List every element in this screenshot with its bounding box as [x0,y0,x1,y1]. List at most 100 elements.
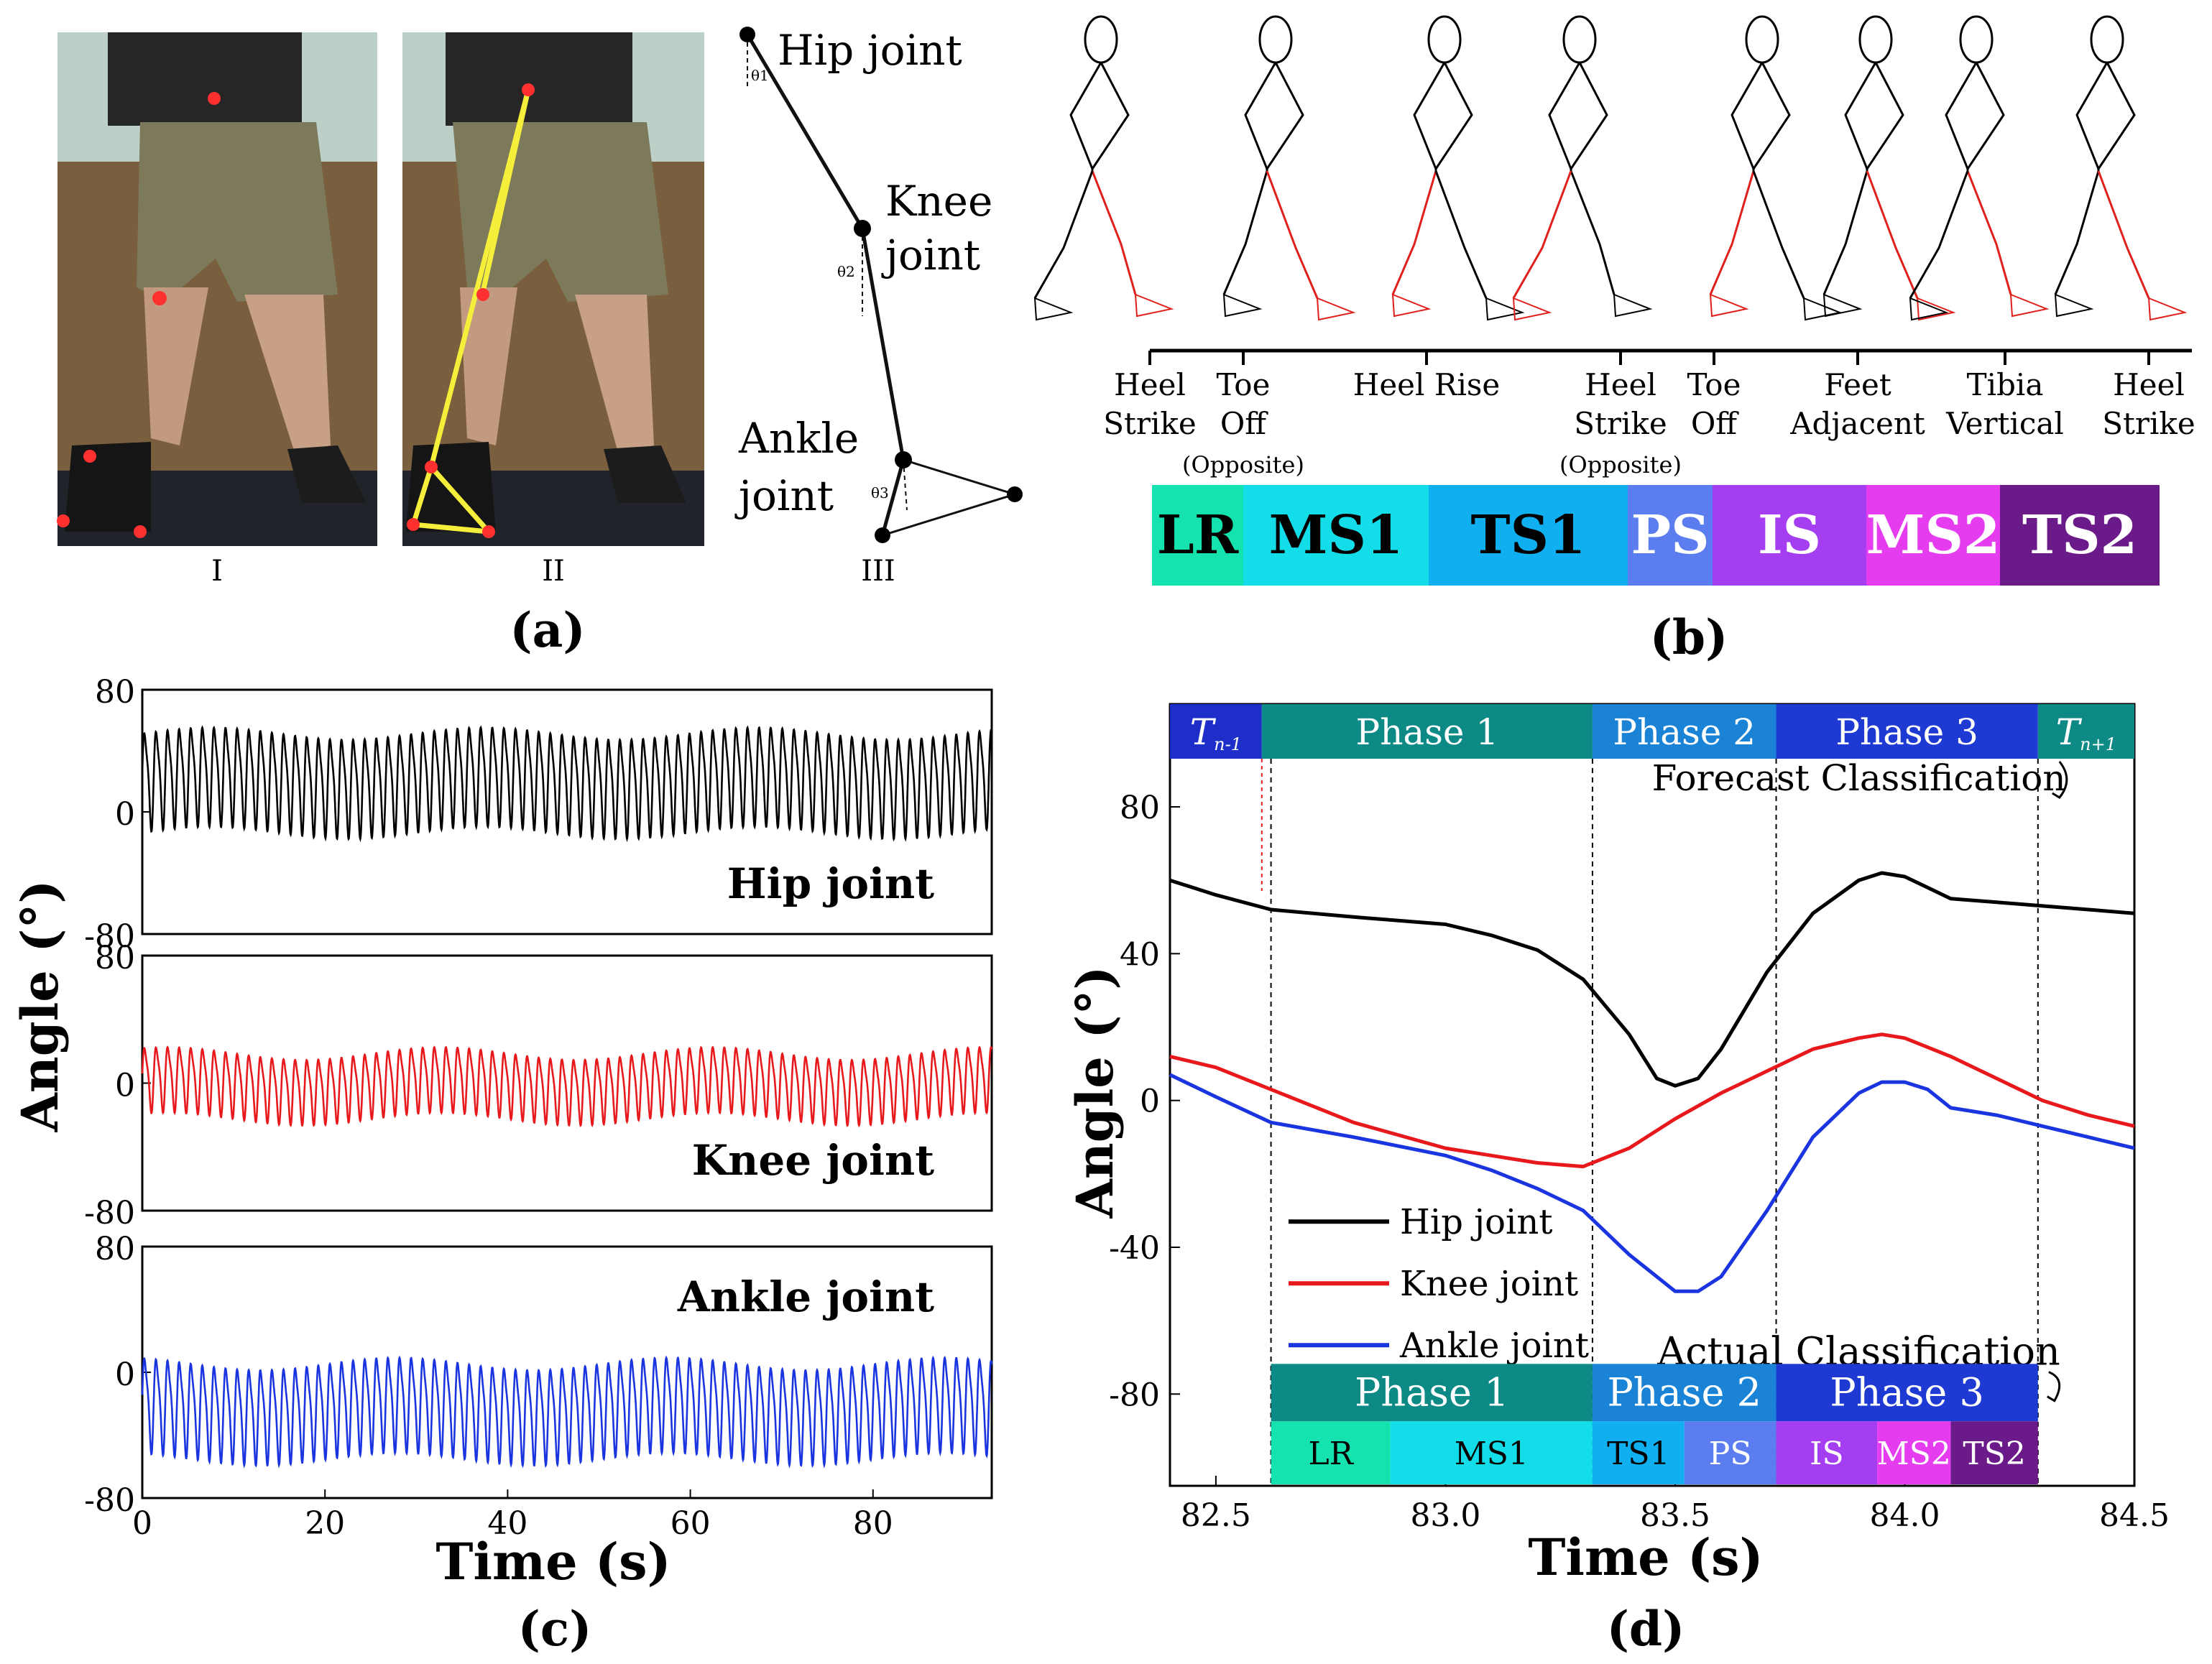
phase-label: MS2 [1866,504,2001,566]
x-tick-label: 83.5 [1640,1497,1710,1534]
y-tick-label: -80 [1109,1377,1160,1413]
ankle-label-line2: joint [734,471,834,520]
forecast-segment [1170,704,1262,759]
toe-marker [1007,486,1023,502]
caption-d: (d) [1607,1601,1685,1657]
y-tick-label: 80 [95,1231,135,1267]
forecast-label: Phase 1 [1356,711,1499,753]
knee-marker [854,220,871,237]
caption-a: (a) [510,602,585,658]
actual-subphase-segment [1390,1421,1593,1484]
gait-phase-bar: LR MS1 TS1 PS IS MS2 TS2 [1152,485,2160,586]
stick-figure [1222,15,1356,321]
actual-phase-label: Phase 3 [1830,1369,1984,1415]
panel-c-ylabel: Angle (°) [10,880,70,1133]
hip-marker [739,27,755,42]
event-label: Heel [1585,367,1656,402]
subplot-hip-joint: 80 0 -80 Hip joint [84,674,993,955]
stick-figure [2054,15,2188,321]
phase-label: TS1 [1471,504,1586,566]
sublabel-ii: II [542,555,565,588]
x-tick-label: 83.0 [1410,1497,1480,1534]
panel-c-xlabel: Time (s) [436,1532,670,1591]
caption-c: (c) [518,1601,592,1657]
stick-figure [1909,15,2050,321]
event-label: Tibia [1967,367,2044,402]
forecast-classification-label: Forecast Classification [1652,757,2066,799]
subplot-title: Knee joint [692,1136,934,1185]
ankle-label-line1: Ankle [738,414,859,463]
actual-subphase-segment [1950,1421,2038,1484]
panel-d-xlabel: Time (s) [1528,1527,1763,1587]
y-tick-label: 0 [115,1356,135,1393]
actual-subphase-segment [1877,1421,1951,1484]
actual-subphase-label: LR [1308,1436,1354,1472]
event-label: Heel [1114,367,1186,402]
y-tick-label: 80 [95,940,135,976]
joint-diagram: θ1 θ2 θ3 Hip joint Knee joint Ankle join… [734,26,1023,543]
phase-segment [1713,485,1866,586]
photo-1 [57,32,377,546]
forecast-label: Phase 2 [1613,711,1756,753]
x-tick-label: 20 [305,1505,345,1542]
theta-2-label: θ2 [837,263,855,280]
panel-d-ylabel: Angle (°) [1065,966,1125,1219]
x-tick-label: 40 [487,1505,527,1542]
actual-phase-segment [1271,1364,1593,1422]
event-label: (Opposite) [1559,451,1682,479]
y-tick-label: -80 [84,918,135,955]
actual-phase-segment [1776,1364,2038,1422]
legend-label: Knee joint [1400,1264,1578,1304]
panel-a: θ1 θ2 θ3 Hip joint Knee joint Ankle join… [57,26,1023,658]
y-tick-label: 80 [1120,790,1160,826]
phase-segment [2000,485,2160,586]
photo-2 [402,32,704,546]
x-tick-label: 84.5 [2099,1497,2170,1534]
heel-marker [875,527,890,543]
event-label: Adjacent [1789,406,1925,441]
forecast-segment [1592,704,1776,759]
phase-segment [1243,485,1429,586]
event-label: Heel Rise [1353,367,1501,402]
event-label: Strike [2102,406,2195,441]
phase-label: MS1 [1269,504,1404,566]
hip-joint-label: Hip joint [778,26,962,75]
event-label: (Opposite) [1182,451,1304,479]
forecast-label: Phase 3 [1835,711,1978,753]
actual-subphase-segment [1776,1421,1878,1484]
series-knee-joint [1169,1032,2135,1169]
actual-subphase-label: TS1 [1607,1436,1669,1472]
panel-d: Angle (°) Time (s) (d) 80 40 0 -40 -80 82.5 83… [1065,703,2170,1657]
actual-phase-label: Phase 2 [1607,1369,1761,1415]
forecast-segment [1776,704,2038,759]
actual-phase-label: Phase 1 [1355,1369,1509,1415]
event-label: Strike [1574,406,1667,441]
signal-line [141,1355,993,1469]
x-tick-label: 80 [853,1505,893,1542]
y-tick-label: 0 [115,1068,135,1104]
y-tick-label: 40 [1120,936,1160,973]
phase-segment [1628,485,1713,586]
signal-line [141,1045,993,1128]
stick-figure [1512,15,1653,321]
actual-subphase-label: PS [1709,1436,1752,1472]
event-label: Heel [2113,367,2185,402]
x-tick-label: 0 [132,1505,152,1542]
stick-figure [1709,15,1843,321]
x-tick-label: 82.5 [1181,1497,1251,1534]
actual-subphase-segment [1271,1421,1391,1484]
phase-label: TS2 [2022,504,2137,566]
actual-subphase-label: IS [1810,1436,1844,1472]
phase-label: IS [1758,504,1821,566]
y-tick-label: -80 [84,1195,135,1231]
actual-subphase-label: TS2 [1963,1436,2025,1472]
phase-segment [1866,485,2000,586]
event-label: Off [1220,406,1268,441]
event-label: Strike [1103,406,1196,441]
series-hip-joint [1169,871,2135,1088]
ankle-marker [895,451,912,468]
event-label: Toe [1217,367,1271,402]
